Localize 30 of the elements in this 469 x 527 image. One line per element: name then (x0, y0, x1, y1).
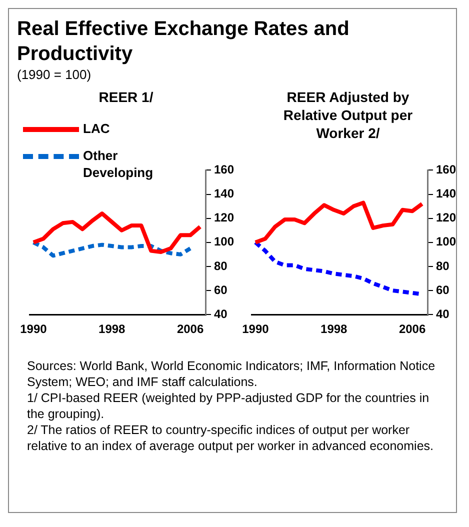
line-series (31, 240, 192, 258)
x-tick-label: 2006 (176, 322, 204, 336)
chart-title: REER 1/ (98, 89, 154, 105)
y-tick-label: 120 (436, 210, 456, 225)
text: (1990 = 100) (17, 67, 92, 82)
x-tick-label: 1998 (98, 322, 126, 336)
text: 1/ CPI-based REER (weighted by PPP-adjusted GDP for the countries in the grouping). (27, 390, 430, 422)
y-tick-label: 60 (214, 282, 228, 297)
y-tick-label: 40 (214, 306, 228, 321)
y-tick-label: 100 (214, 234, 234, 249)
y-tick-label: 60 (436, 282, 450, 297)
y-tick-label: 160 (436, 162, 456, 177)
y-tick-label: 80 (436, 258, 450, 273)
x-tick-label: 1990 (242, 322, 270, 336)
chart-title: REER Adjusted by Relative Output per Worker 2/ (282, 88, 414, 143)
x-tick-label: 2006 (398, 322, 426, 336)
legend-label: Other Developing (83, 147, 154, 181)
x-tick-label: 1990 (20, 322, 48, 336)
y-tick-label: 160 (214, 162, 234, 177)
text: Real Effective Exchange Rates and Productivity (17, 17, 350, 67)
y-tick-label: 80 (214, 258, 228, 273)
y-tick-label: 100 (436, 234, 456, 249)
y-tick-label: 140 (214, 186, 234, 201)
y-tick-label: 40 (436, 306, 450, 321)
y-tick-label: 140 (436, 186, 456, 201)
legend-label: LAC (83, 120, 111, 137)
text: 2/ The ratios of REER to country-specific indices of output per worker relative to an index of average output per worker in advanced economies. (27, 422, 434, 454)
y-tick-label: 120 (214, 210, 234, 225)
source-note: Sources: World Bank, World Economic Indicators; IMF, Information Notice System; WEO; and IMF staff calculations. (27, 358, 436, 390)
x-tick-label: 1998 (320, 322, 348, 336)
